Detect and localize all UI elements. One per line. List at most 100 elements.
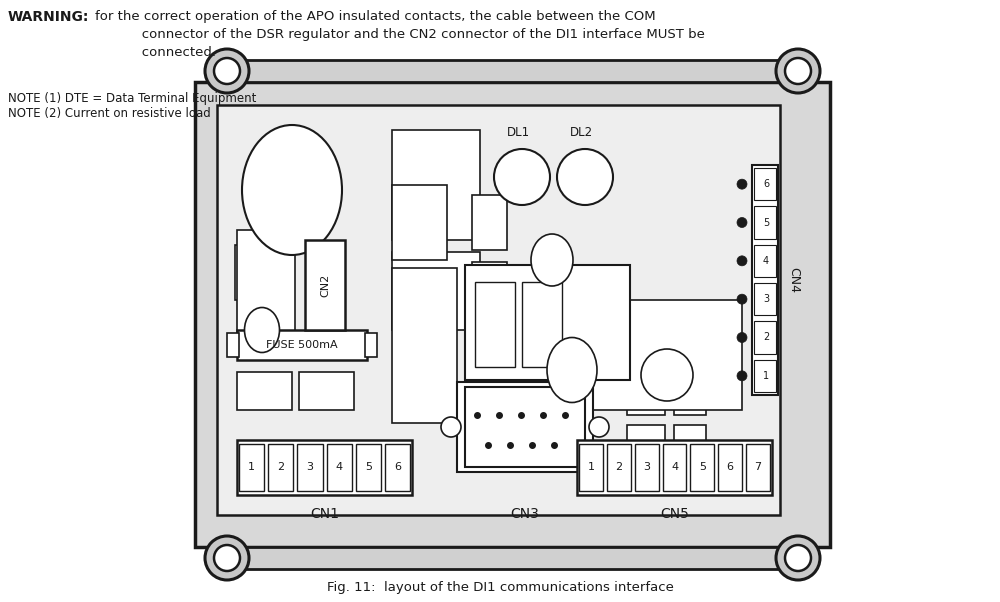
Bar: [268, 444, 293, 491]
Text: 7: 7: [755, 462, 762, 473]
Circle shape: [737, 179, 747, 189]
Bar: [465, 387, 585, 467]
Text: 4: 4: [336, 462, 343, 473]
Bar: [225, 547, 800, 569]
Bar: [522, 282, 562, 367]
Bar: [746, 444, 770, 491]
Text: CN3: CN3: [511, 507, 539, 521]
Text: 4: 4: [763, 256, 769, 266]
Bar: [754, 244, 776, 277]
Text: Fig. 11:  layout of the DI1 communications interface: Fig. 11: layout of the DI1 communication…: [327, 581, 673, 594]
Bar: [627, 360, 665, 415]
Text: WARNING:: WARNING:: [8, 10, 89, 24]
Circle shape: [205, 536, 249, 580]
Text: 5: 5: [365, 462, 372, 473]
Text: 3: 3: [643, 462, 650, 473]
Bar: [239, 444, 264, 491]
Bar: [237, 440, 412, 495]
Circle shape: [776, 49, 820, 93]
Bar: [299, 372, 354, 410]
Circle shape: [737, 332, 747, 343]
Circle shape: [494, 149, 550, 205]
Text: 3: 3: [306, 462, 313, 473]
Text: CN4: CN4: [788, 267, 800, 293]
Circle shape: [589, 417, 609, 437]
Bar: [195, 82, 830, 547]
Bar: [635, 444, 659, 491]
Text: 1: 1: [763, 371, 769, 381]
Text: NOTE (1) DTE = Data Terminal Equipment: NOTE (1) DTE = Data Terminal Equipment: [8, 92, 256, 105]
Bar: [577, 300, 742, 410]
Text: NOTE (2) Current on resistive load: NOTE (2) Current on resistive load: [8, 107, 211, 120]
Text: 1: 1: [248, 462, 255, 473]
Bar: [385, 444, 410, 491]
Circle shape: [214, 545, 240, 571]
Bar: [457, 382, 593, 472]
Bar: [754, 321, 776, 353]
Bar: [754, 168, 776, 200]
Text: 5: 5: [699, 462, 706, 473]
Bar: [237, 330, 367, 360]
Ellipse shape: [531, 234, 573, 286]
Bar: [754, 283, 776, 315]
Text: 6: 6: [727, 462, 734, 473]
Bar: [472, 262, 507, 320]
Bar: [663, 444, 686, 491]
Circle shape: [557, 149, 613, 205]
Circle shape: [776, 536, 820, 580]
Circle shape: [641, 349, 693, 401]
Circle shape: [214, 58, 240, 84]
Bar: [392, 185, 447, 260]
Bar: [674, 425, 706, 475]
Circle shape: [205, 49, 249, 93]
Ellipse shape: [244, 308, 280, 353]
Bar: [754, 206, 776, 238]
Bar: [225, 60, 800, 82]
Circle shape: [441, 417, 461, 437]
Text: FUSE 500mA: FUSE 500mA: [266, 340, 338, 350]
Ellipse shape: [547, 338, 597, 403]
Text: CN5: CN5: [660, 507, 689, 521]
Text: 5: 5: [763, 217, 769, 228]
Bar: [718, 444, 742, 491]
Circle shape: [785, 58, 811, 84]
Bar: [392, 252, 480, 330]
Bar: [392, 268, 457, 423]
Bar: [235, 245, 290, 300]
Bar: [227, 333, 239, 357]
Bar: [392, 130, 480, 240]
Ellipse shape: [242, 125, 342, 255]
Circle shape: [737, 371, 747, 381]
Bar: [237, 230, 295, 335]
Bar: [237, 372, 292, 410]
Text: DL2: DL2: [569, 126, 593, 139]
Circle shape: [737, 256, 747, 266]
Text: 6: 6: [394, 462, 401, 473]
Bar: [326, 444, 352, 491]
Text: 2: 2: [277, 462, 284, 473]
Bar: [297, 444, 322, 491]
Text: 1: 1: [587, 462, 594, 473]
Bar: [475, 282, 515, 367]
Bar: [607, 444, 631, 491]
Bar: [577, 440, 772, 495]
Bar: [754, 359, 776, 392]
Bar: [217, 105, 780, 515]
Bar: [465, 265, 630, 380]
Bar: [674, 360, 706, 415]
Text: 2: 2: [615, 462, 622, 473]
Text: CN1: CN1: [310, 507, 339, 521]
Bar: [356, 444, 381, 491]
Text: DL1: DL1: [506, 126, 530, 139]
Bar: [305, 240, 345, 330]
Text: 3: 3: [763, 294, 769, 304]
Circle shape: [737, 217, 747, 228]
Bar: [627, 425, 665, 475]
Circle shape: [737, 294, 747, 304]
Circle shape: [785, 545, 811, 571]
Text: 6: 6: [763, 179, 769, 189]
Bar: [472, 195, 507, 250]
Bar: [690, 444, 714, 491]
Text: CN2: CN2: [320, 273, 330, 297]
Text: 4: 4: [671, 462, 678, 473]
